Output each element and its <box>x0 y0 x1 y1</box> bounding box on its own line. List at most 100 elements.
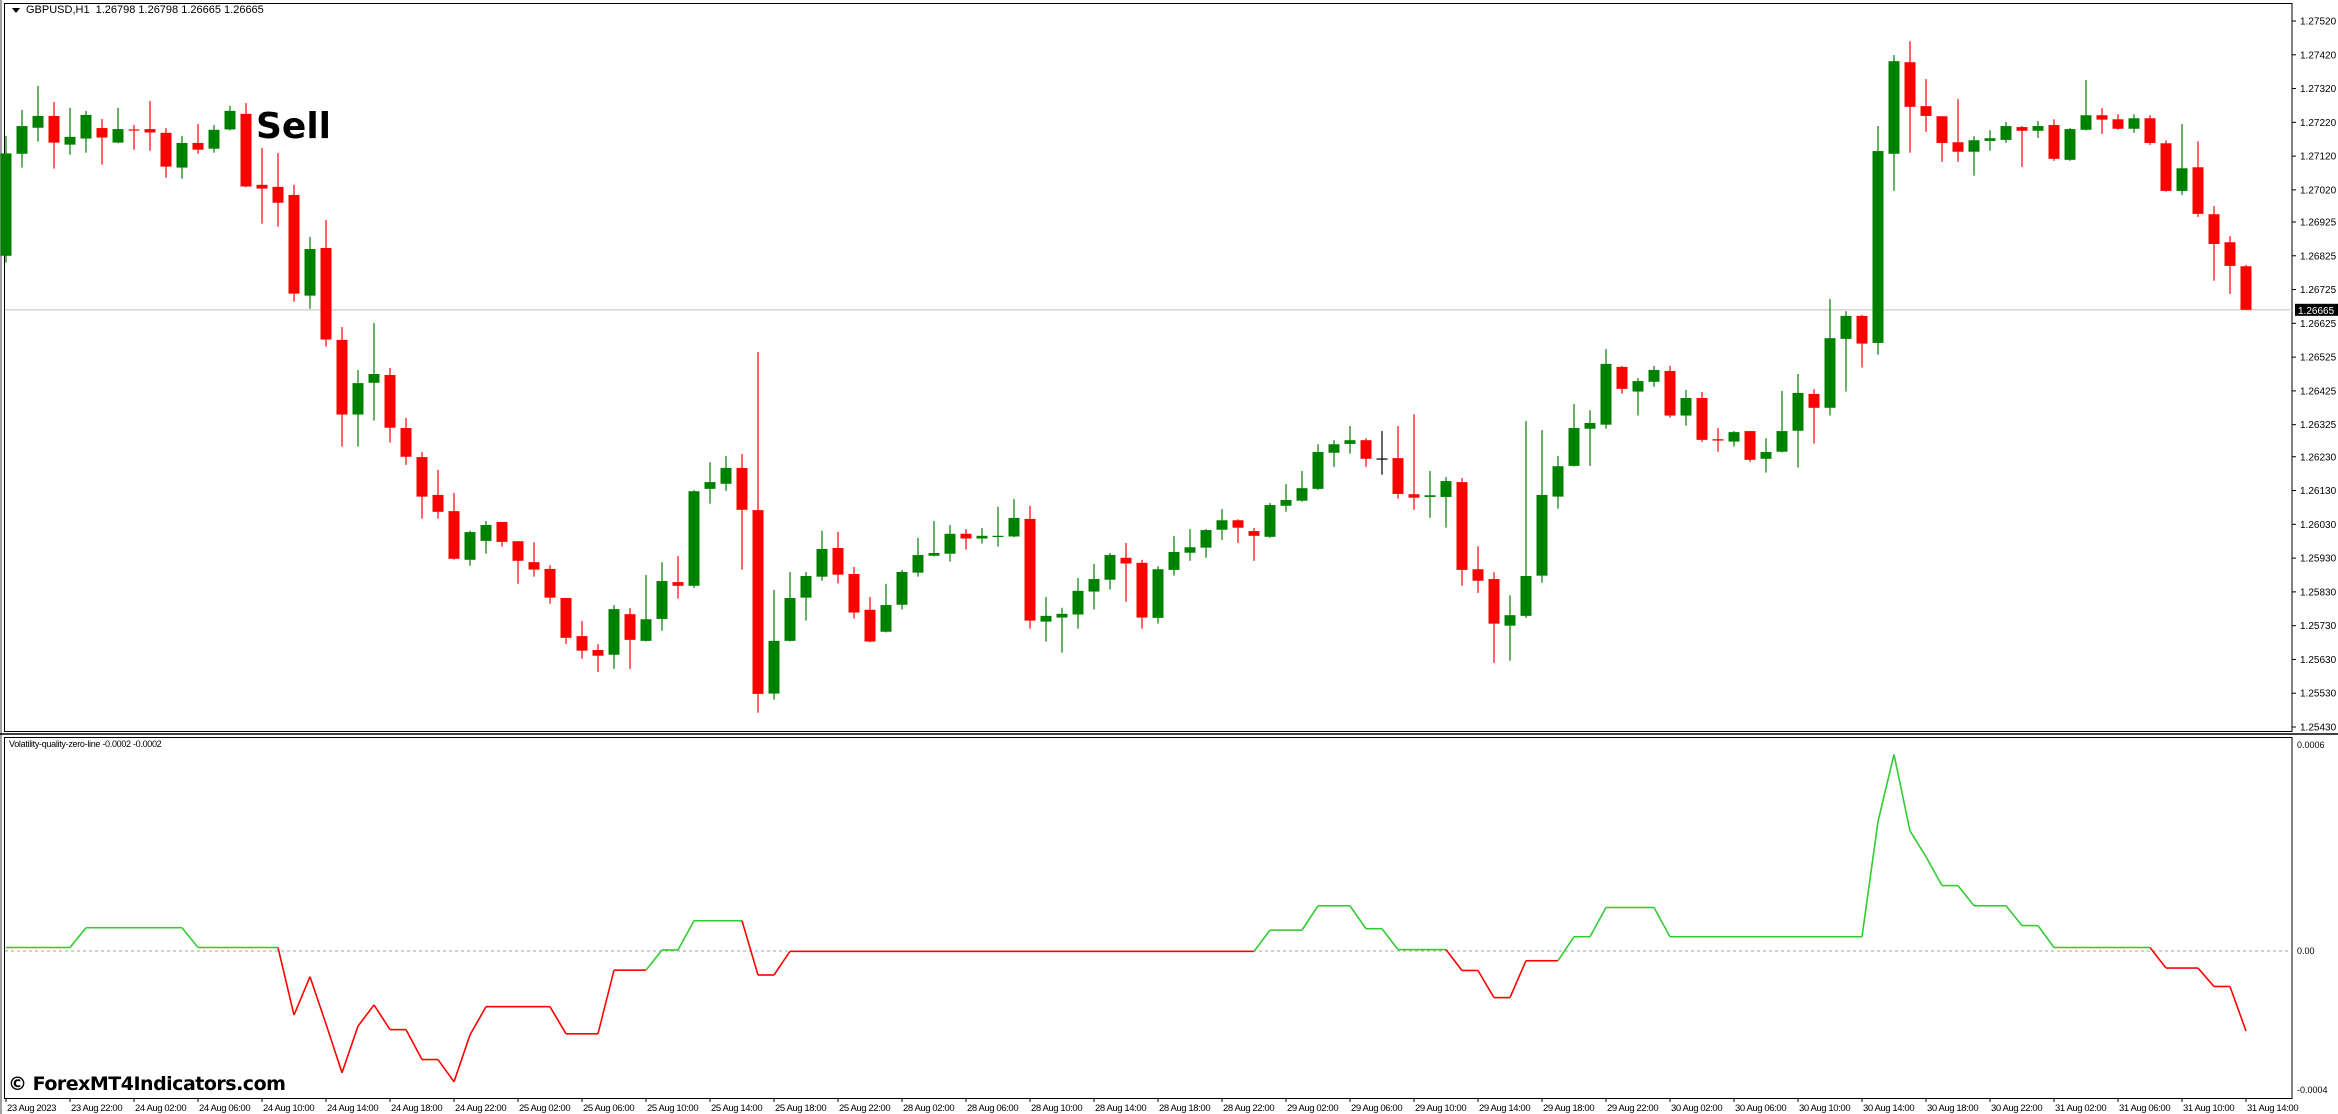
candle-body <box>384 375 396 428</box>
candle-body <box>464 532 476 560</box>
candle-body <box>1504 615 1516 626</box>
candle-body <box>2096 115 2108 120</box>
candle-body <box>48 115 60 143</box>
time-tick-label: 29 Aug 22:00 <box>1607 1103 1658 1114</box>
candle-body <box>640 619 652 641</box>
indicator-segment <box>677 920 695 951</box>
candle-body <box>1296 488 1308 501</box>
indicator-segment <box>325 1023 343 1074</box>
candle-body <box>1712 439 1724 441</box>
candle-body <box>16 126 28 154</box>
candle-body <box>2048 125 2060 159</box>
candle-body <box>448 511 460 559</box>
indicator-segment <box>1861 821 1879 937</box>
time-tick-label: 24 Aug 18:00 <box>391 1103 442 1114</box>
candle-body <box>1408 494 1420 498</box>
candle-body <box>1648 369 1660 382</box>
candle-body <box>1488 579 1500 624</box>
candle-body <box>1664 370 1676 416</box>
indicator-segment <box>1925 856 1943 886</box>
triangle-down-icon[interactable] <box>12 7 20 13</box>
candle-body <box>1776 431 1788 452</box>
time-tick-label: 30 Aug 02:00 <box>1671 1103 1722 1114</box>
candle-body <box>160 132 172 167</box>
candle-body <box>624 614 636 640</box>
candle-body <box>1600 363 1612 425</box>
candle-body <box>96 128 108 138</box>
candle-body <box>336 339 348 415</box>
indicator-segment <box>277 947 295 1016</box>
candle-body <box>2240 266 2252 310</box>
time-tick-label: 31 Aug 06:00 <box>2119 1103 2170 1114</box>
candle-body <box>2208 214 2220 244</box>
price-tick-label: 1.26130 <box>2300 486 2337 497</box>
candle-body <box>2016 127 2028 131</box>
candle-body <box>1760 452 1772 459</box>
candle-body <box>672 582 684 586</box>
symbol-label: GBPUSD,H1 <box>26 4 90 16</box>
candle-body <box>1568 428 1580 466</box>
time-tick-label: 29 Aug 14:00 <box>1479 1103 1530 1114</box>
time-tick-label: 29 Aug 02:00 <box>1287 1103 1338 1114</box>
candle-body <box>832 547 844 575</box>
candle-body <box>2000 126 2012 140</box>
current-price-badge <box>2295 303 2338 316</box>
candle-body <box>1120 557 1132 564</box>
candle-body <box>1056 613 1068 618</box>
candle-body <box>1024 518 1036 621</box>
time-tick-label: 24 Aug 02:00 <box>135 1103 186 1114</box>
candle-body <box>1856 315 1868 344</box>
candle-body <box>1360 440 1372 459</box>
candle-body <box>2160 143 2172 191</box>
candle-body <box>608 609 620 655</box>
indicator-segment <box>2005 905 2023 927</box>
candle-body <box>1312 452 1324 489</box>
indicator-segment <box>597 969 615 1034</box>
candle-body <box>400 428 412 457</box>
candle-body <box>192 142 204 150</box>
price-tick-label: 1.27320 <box>2300 84 2337 95</box>
time-tick-label: 25 Aug 10:00 <box>647 1103 698 1114</box>
candle-body <box>2128 118 2140 129</box>
candle-body <box>1264 505 1276 537</box>
indicator-segment <box>2037 925 2055 948</box>
indicator-segment <box>741 920 759 976</box>
candle-body <box>720 467 732 484</box>
candle-body <box>1696 397 1708 440</box>
candle-body <box>704 482 716 489</box>
time-tick-label: 31 Aug 10:00 <box>2183 1103 2234 1114</box>
price-tick-label: 1.27420 <box>2300 50 2337 61</box>
time-tick-label: 23 Aug 22:00 <box>71 1103 122 1114</box>
price-tick-label: 1.25930 <box>2300 554 2337 565</box>
current-price-label: 1.26665 <box>2298 306 2335 317</box>
candle-body <box>1936 116 1948 143</box>
candle-body <box>912 555 924 573</box>
candle-body <box>1536 494 1548 576</box>
indicator-segment <box>1509 960 1527 998</box>
candle-body <box>1952 142 1964 152</box>
candle-body <box>1248 531 1260 536</box>
candle-body <box>304 249 316 296</box>
candle-body <box>1968 140 1980 152</box>
time-tick-label: 28 Aug 14:00 <box>1095 1103 1146 1114</box>
time-tick-label: 25 Aug 06:00 <box>583 1103 634 1114</box>
indicator-segment <box>309 976 327 1025</box>
price-tick-label: 1.26725 <box>2300 285 2337 296</box>
candle-body <box>2064 129 2076 160</box>
price-tick-label: 1.26325 <box>2300 420 2337 431</box>
time-tick-label: 25 Aug 14:00 <box>711 1103 762 1114</box>
candle-body <box>176 142 188 168</box>
indicator-segment <box>469 1006 487 1036</box>
price-tick-label: 1.25430 <box>2300 723 2337 734</box>
candle-body <box>960 533 972 539</box>
time-tick-label: 28 Aug 22:00 <box>1223 1103 1274 1114</box>
candle-body <box>544 568 556 598</box>
candle-body <box>1200 530 1212 548</box>
indicator-segment <box>1477 970 1495 999</box>
candle-body <box>768 640 780 694</box>
time-tick-label: 25 Aug 22:00 <box>839 1103 890 1114</box>
candle-body <box>1872 151 1884 343</box>
price-tick-label: 1.26030 <box>2300 520 2337 531</box>
indicator-segment <box>1909 830 1927 858</box>
